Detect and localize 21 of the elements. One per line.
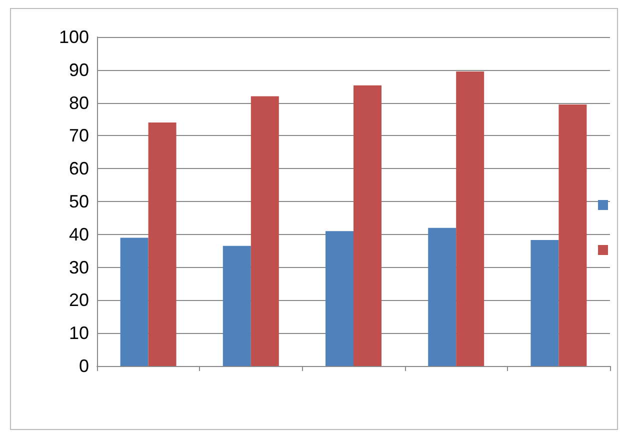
y-tick-label: 100 xyxy=(58,27,89,47)
bar xyxy=(354,85,382,366)
bar xyxy=(428,228,456,366)
bar xyxy=(250,96,279,366)
bar xyxy=(148,122,176,366)
bar xyxy=(530,240,559,366)
bar xyxy=(326,231,354,366)
y-tick-label: 0 xyxy=(78,356,89,376)
y-tick-label: 30 xyxy=(68,257,89,278)
bar xyxy=(456,72,484,366)
y-tick-label: 20 xyxy=(68,290,89,310)
bar xyxy=(222,246,251,366)
y-tick-label: 40 xyxy=(68,224,89,244)
y-tick-label: 50 xyxy=(68,192,89,212)
y-tick-label: 10 xyxy=(68,323,89,344)
y-tick-label: 80 xyxy=(68,92,89,113)
y-tick-label: 60 xyxy=(68,158,89,179)
y-tick-label: 70 xyxy=(68,126,89,146)
y-tick-label: 90 xyxy=(68,60,89,80)
bar xyxy=(120,238,148,366)
bar xyxy=(558,104,587,366)
